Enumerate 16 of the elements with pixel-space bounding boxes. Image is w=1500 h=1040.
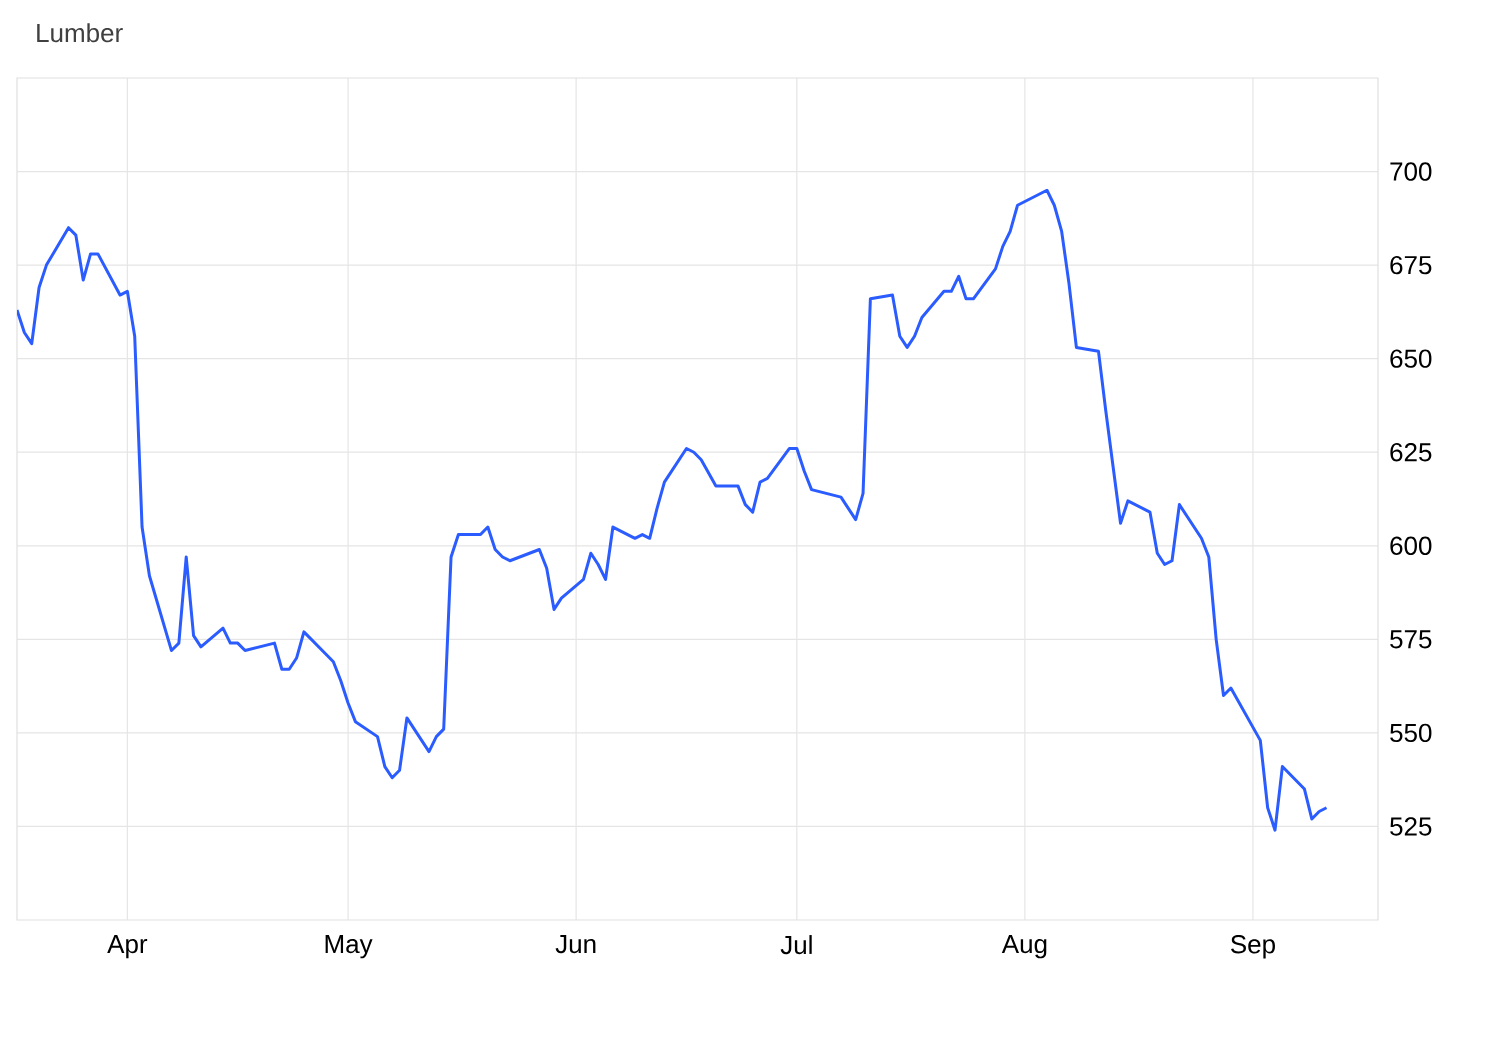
x-tick-label: Apr — [107, 935, 148, 959]
y-tick-label: 625 — [1390, 443, 1432, 462]
y-tick-label: 550 — [1390, 723, 1432, 743]
y-tick-label: 675 — [1390, 255, 1432, 275]
chart-title: Lumber — [37, 23, 123, 43]
x-tick-label: Sep — [1231, 935, 1275, 959]
y-tick-label: 700 — [1390, 162, 1432, 181]
y-tick-label: 575 — [1390, 630, 1432, 649]
x-tick-label: Jul — [780, 935, 812, 955]
y-tick-label: 600 — [1390, 536, 1432, 555]
x-tick-label: May — [325, 935, 373, 959]
line-series — [17, 188, 1329, 832]
y-tick-label: 525 — [1390, 817, 1432, 836]
x-tick-label: Jun — [555, 935, 596, 954]
y-tick-label: 650 — [1390, 349, 1432, 368]
x-tick-label: Aug — [1001, 935, 1047, 959]
